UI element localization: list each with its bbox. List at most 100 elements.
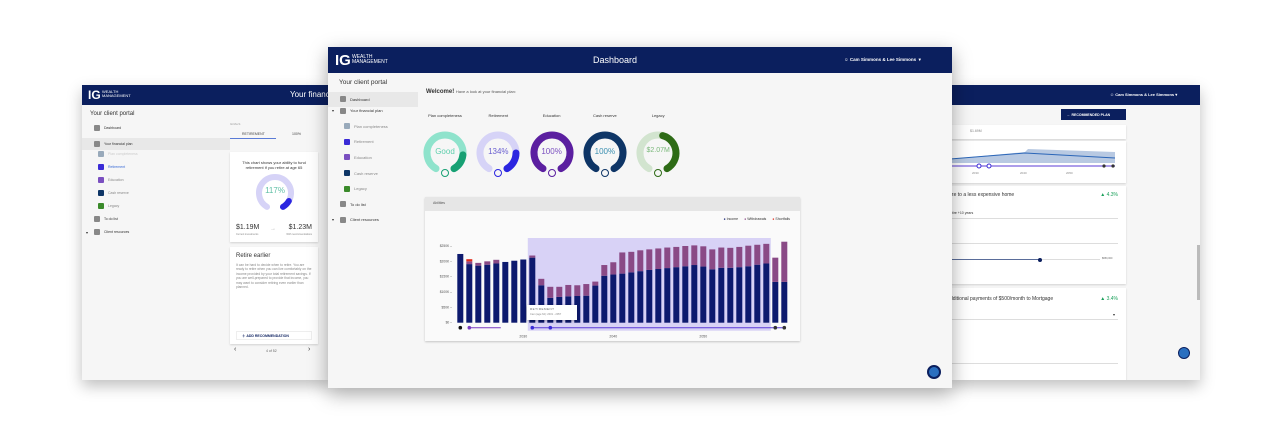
bar-withdrawals-2051[interactable]	[709, 249, 716, 270]
sidebar-item-cash-reserve[interactable]: Cash reserve	[98, 190, 129, 196]
sidebar-item-to-do-list[interactable]: To do list	[340, 201, 366, 208]
bar-income-2040[interactable]	[610, 274, 617, 323]
sidebar-item-legacy[interactable]: Legacy	[344, 185, 367, 192]
bar-withdrawals-2044[interactable]	[646, 249, 653, 270]
bar-income-2041[interactable]	[619, 273, 626, 323]
gauge-education[interactable]: Education 100%	[522, 113, 582, 181]
user-menu[interactable]: ☺ Cam Simmons & Lee Simmons ▾	[844, 57, 921, 62]
bar-withdrawals-2048[interactable]	[682, 246, 689, 267]
bar-withdrawals-2026[interactable]	[484, 261, 491, 265]
bar-income-2032[interactable]	[538, 285, 545, 323]
timeline-marker[interactable]	[773, 325, 778, 330]
bar-income-2055[interactable]	[745, 266, 752, 323]
user-menu[interactable]: ☺ Cam Simmons & Lee Simmons ▾	[1110, 92, 1178, 97]
sidebar-item-your-financial-plan[interactable]: ▾Your financial plan	[82, 138, 230, 150]
prev-button[interactable]: ‹	[234, 346, 237, 353]
bar-withdrawals-2054[interactable]	[736, 246, 743, 268]
bar-withdrawals-2043[interactable]	[637, 250, 644, 272]
recommended-plan-button[interactable]: ← RECOMMENDED PLAN	[1061, 109, 1126, 120]
frequency-select[interactable]: ▾	[950, 312, 1118, 320]
bar-income-2030[interactable]	[520, 259, 527, 323]
sidebar-item-dashboard[interactable]: Dashboard	[328, 92, 418, 107]
bar-income-2023[interactable]	[457, 253, 464, 323]
value-tab[interactable]: $1.69M	[950, 125, 1126, 139]
chat-icon[interactable]	[1178, 347, 1190, 359]
bar-withdrawals-2040[interactable]	[610, 262, 617, 275]
bar-income-2046[interactable]	[664, 268, 671, 323]
bar-withdrawals-2041[interactable]	[619, 252, 626, 274]
sidebar-item-education[interactable]: Education	[344, 154, 372, 161]
gauge-plan-completeness[interactable]: Plan completeness Good	[415, 113, 475, 181]
bar-withdrawals-2032[interactable]	[538, 278, 545, 286]
bar-income-2050[interactable]	[700, 266, 707, 323]
tab-education[interactable]: 100%	[292, 132, 301, 136]
sidebar-item-dashboard[interactable]: Dashboard	[94, 125, 121, 131]
bar-withdrawals-2034[interactable]	[556, 286, 563, 297]
sidebar-item-cash-reserve[interactable]: Cash reserve	[344, 170, 378, 176]
bar-withdrawals-2047[interactable]	[673, 246, 680, 268]
bar-withdrawals-2025[interactable]	[475, 262, 482, 266]
chat-icon[interactable]	[927, 365, 941, 379]
bar-withdrawals-2038[interactable]	[592, 281, 599, 286]
sidebar-item-client-resources[interactable]: ▾ Client resources	[332, 216, 379, 223]
bar-withdrawals-2046[interactable]	[664, 247, 671, 269]
bar-withdrawals-2027[interactable]	[493, 259, 500, 264]
bar-income-2031[interactable]	[529, 257, 536, 323]
bar-withdrawals-2057[interactable]	[763, 243, 770, 264]
bar-income-2053[interactable]	[727, 267, 734, 323]
timeline-marker[interactable]	[548, 325, 553, 330]
bar-income-2026[interactable]	[484, 264, 491, 323]
bar-income-2043[interactable]	[637, 271, 644, 323]
bar-income-2047[interactable]	[673, 267, 680, 323]
bar-withdrawals-2036[interactable]	[574, 285, 581, 297]
sidebar-item-plan-completeness[interactable]: Plan completeness	[344, 123, 388, 130]
bar-income-2058[interactable]	[772, 281, 779, 323]
tab-retirement[interactable]: RETIREMENT	[230, 129, 276, 139]
sidebar-item-retirement[interactable]: Retirement	[98, 164, 125, 170]
timeline-marker[interactable]	[782, 325, 787, 330]
bar-withdrawals-2042[interactable]	[628, 251, 635, 273]
bar-withdrawals-2055[interactable]	[745, 245, 752, 267]
bar-withdrawals-2056[interactable]	[754, 244, 761, 265]
bar-withdrawals-2037[interactable]	[583, 284, 590, 296]
timeline-marker[interactable]	[458, 325, 463, 330]
bar-withdrawals-2031[interactable]	[529, 255, 536, 258]
gauge-retirement[interactable]: Retirement 134%	[468, 113, 528, 181]
bar-income-2037[interactable]	[583, 295, 590, 323]
bar-income-2054[interactable]	[736, 267, 743, 323]
bar-income-2044[interactable]	[646, 269, 653, 323]
add-recommendation-button[interactable]: ＋ ADD RECOMMENDATION	[236, 331, 312, 340]
bar-withdrawals-2039[interactable]	[601, 265, 608, 276]
scrollbar[interactable]	[1197, 245, 1200, 300]
expand-icon[interactable]: ▾	[332, 217, 335, 223]
sidebar-item-retirement[interactable]: Retirement	[344, 138, 374, 145]
bar-withdrawals-2052[interactable]	[718, 247, 725, 268]
bar-income-2057[interactable]	[763, 263, 770, 323]
sidebar-item-plan-completeness[interactable]: Plan completeness	[98, 151, 138, 157]
timeline-marker[interactable]	[530, 325, 535, 330]
bar-income-2025[interactable]	[475, 265, 482, 323]
bar-withdrawals-2049[interactable]	[691, 245, 698, 266]
bar-withdrawals-2050[interactable]	[700, 246, 707, 267]
bar-income-2038[interactable]	[592, 285, 599, 323]
bar-income-2049[interactable]	[691, 265, 698, 323]
next-button[interactable]: ›	[308, 346, 311, 353]
bar-withdrawals-2024[interactable]	[466, 261, 473, 265]
bar-income-2048[interactable]	[682, 266, 689, 323]
sidebar-item-to-do-list[interactable]: To do list	[94, 216, 118, 222]
expand-icon[interactable]: ▾	[332, 108, 335, 114]
bar-income-2051[interactable]	[709, 269, 716, 323]
bar-income-2045[interactable]	[655, 269, 662, 323]
sidebar-item-education[interactable]: Education	[98, 177, 124, 183]
bar-withdrawals-2058[interactable]	[772, 257, 779, 282]
bar-income-2042[interactable]	[628, 272, 635, 323]
rec-field[interactable]: etire +10 years	[950, 211, 1118, 219]
bar-shortfalls-2024[interactable]	[466, 259, 473, 262]
bar-income-2039[interactable]	[601, 275, 608, 323]
bar-income-2028[interactable]	[502, 261, 509, 323]
bar-withdrawals-2053[interactable]	[727, 247, 734, 268]
price-slider[interactable]	[950, 257, 1100, 262]
bar-withdrawals-2059[interactable]	[781, 241, 788, 282]
bar-income-2029[interactable]	[511, 260, 518, 323]
sidebar-item-your-financial-plan[interactable]: ▾Your financial plan	[332, 107, 383, 114]
